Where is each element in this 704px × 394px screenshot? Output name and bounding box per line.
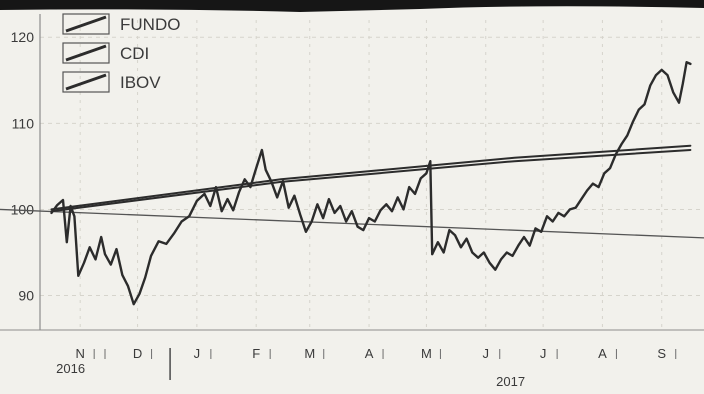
series-line-ibov xyxy=(50,149,692,213)
reference-line xyxy=(0,208,704,239)
legend-swatch-line xyxy=(65,44,107,62)
series-line-fundo xyxy=(50,61,692,306)
series-line-cdi xyxy=(50,144,692,211)
y-tick-label: 90 xyxy=(18,288,34,304)
year-label: 2017 xyxy=(496,374,525,389)
legend-swatch-box xyxy=(62,42,110,64)
x-tick-label: A xyxy=(365,346,374,361)
legend-label: FUNDO xyxy=(120,15,180,34)
x-tick-label: J xyxy=(194,346,201,361)
axes: 90 100 110 120 N D J F M A M J J A S 2016 2017 xyxy=(0,14,704,389)
series-lines xyxy=(0,61,704,306)
legend: FUNDO CDI IBOV xyxy=(62,13,180,93)
legend-swatch-box xyxy=(62,13,110,35)
x-tick-label: M xyxy=(421,346,432,361)
x-tick-label: J xyxy=(540,346,547,361)
legend-swatch-box xyxy=(62,71,110,93)
x-tick-label: S xyxy=(657,346,666,361)
x-tick-label: F xyxy=(252,346,260,361)
top-dark-band xyxy=(0,0,704,12)
x-tick-label: N xyxy=(75,346,84,361)
x-tick-label: A xyxy=(598,346,607,361)
legend-swatch-line xyxy=(65,15,107,33)
y-tick-label: 110 xyxy=(12,115,35,131)
legend-label: IBOV xyxy=(120,73,161,92)
x-tick-label: D xyxy=(133,346,142,361)
y-tick-label: 120 xyxy=(11,29,35,45)
y-tick-label: 100 xyxy=(11,201,35,217)
legend-label: CDI xyxy=(120,44,149,63)
legend-swatch-line xyxy=(65,73,107,91)
x-tick-label: J xyxy=(482,346,489,361)
x-tick-label: M xyxy=(304,346,315,361)
year-label: 2016 xyxy=(56,361,85,376)
